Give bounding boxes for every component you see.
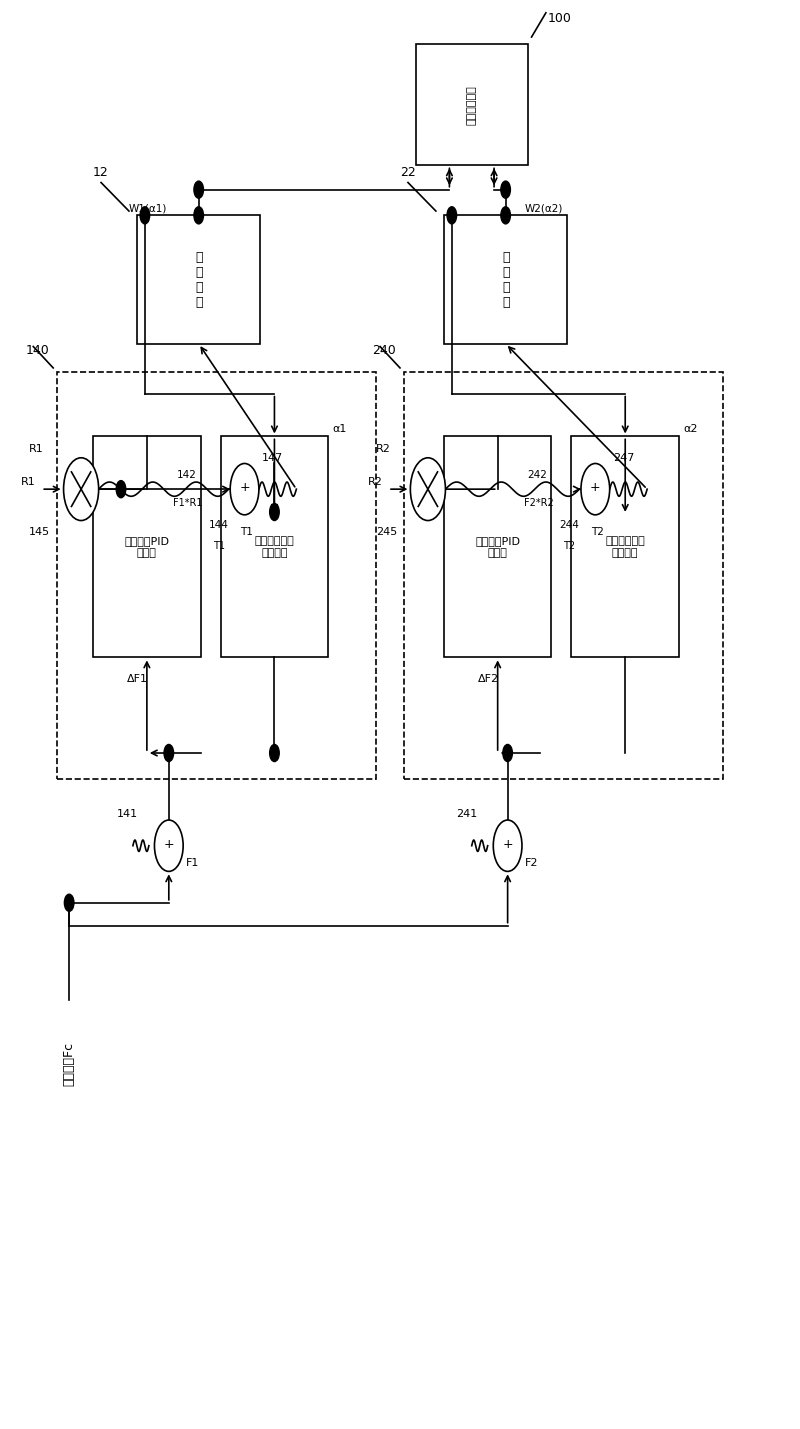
Text: 第
一
马
达: 第 一 马 达 xyxy=(195,250,202,309)
Text: 241: 241 xyxy=(456,809,477,819)
Text: 242: 242 xyxy=(527,470,547,480)
Text: 第二张力反馈
计算单元: 第二张力反馈 计算单元 xyxy=(606,536,645,557)
Text: 第
一
马
达: 第 一 马 达 xyxy=(502,250,510,309)
Text: W1(α1): W1(α1) xyxy=(129,203,167,213)
Text: T2: T2 xyxy=(563,542,575,552)
Circle shape xyxy=(194,181,203,199)
Text: R2: R2 xyxy=(376,444,391,454)
Text: T1: T1 xyxy=(213,542,225,552)
Text: 240: 240 xyxy=(372,344,396,357)
FancyBboxPatch shape xyxy=(93,436,201,657)
Text: R1: R1 xyxy=(22,477,36,487)
Text: F1*R1: F1*R1 xyxy=(173,499,202,509)
Text: 驱控机械系统: 驱控机械系统 xyxy=(466,84,477,124)
Circle shape xyxy=(410,457,446,520)
FancyBboxPatch shape xyxy=(137,216,261,344)
Text: 145: 145 xyxy=(30,527,50,537)
Circle shape xyxy=(154,820,183,872)
Circle shape xyxy=(494,820,522,872)
FancyBboxPatch shape xyxy=(571,436,679,657)
Text: +: + xyxy=(502,837,513,850)
Circle shape xyxy=(270,503,279,520)
Text: +: + xyxy=(239,482,250,494)
Text: +: + xyxy=(590,482,601,494)
Text: 244: 244 xyxy=(559,520,579,530)
Circle shape xyxy=(230,463,259,514)
Text: 第一张力PID
控制器: 第一张力PID 控制器 xyxy=(124,536,170,557)
Circle shape xyxy=(164,745,174,762)
Text: 147: 147 xyxy=(262,453,283,463)
Circle shape xyxy=(63,457,98,520)
Circle shape xyxy=(503,745,513,762)
Text: +: + xyxy=(163,837,174,850)
FancyBboxPatch shape xyxy=(416,44,527,166)
Circle shape xyxy=(447,207,457,224)
FancyBboxPatch shape xyxy=(221,436,328,657)
Text: α1: α1 xyxy=(332,424,346,434)
Text: R1: R1 xyxy=(30,444,44,454)
Text: 张力命令Fc: 张力命令Fc xyxy=(62,1042,76,1086)
Text: 第二张力PID
控制器: 第二张力PID 控制器 xyxy=(475,536,520,557)
Circle shape xyxy=(581,463,610,514)
Text: T1: T1 xyxy=(241,527,254,537)
Text: ΔF2: ΔF2 xyxy=(478,674,499,684)
FancyBboxPatch shape xyxy=(444,436,551,657)
Text: W2(α2): W2(α2) xyxy=(525,203,563,213)
Text: 140: 140 xyxy=(26,344,49,357)
Text: 第一张力反馈
计算单元: 第一张力反馈 计算单元 xyxy=(254,536,294,557)
Circle shape xyxy=(501,181,510,199)
Text: F2*R2: F2*R2 xyxy=(523,499,554,509)
Text: ΔF1: ΔF1 xyxy=(127,674,148,684)
Circle shape xyxy=(140,207,150,224)
FancyBboxPatch shape xyxy=(444,216,567,344)
Text: 12: 12 xyxy=(93,166,109,179)
Text: α2: α2 xyxy=(683,424,698,434)
Circle shape xyxy=(116,480,126,497)
Circle shape xyxy=(194,207,203,224)
Circle shape xyxy=(501,207,510,224)
Text: 144: 144 xyxy=(209,520,229,530)
Text: 22: 22 xyxy=(400,166,416,179)
Text: 141: 141 xyxy=(117,809,138,819)
Text: T2: T2 xyxy=(591,527,604,537)
Text: 100: 100 xyxy=(547,11,571,24)
Circle shape xyxy=(64,895,74,912)
Text: F1: F1 xyxy=(186,857,200,867)
Text: F2: F2 xyxy=(525,857,538,867)
Text: R2: R2 xyxy=(368,477,383,487)
Text: 245: 245 xyxy=(376,527,398,537)
Text: 142: 142 xyxy=(177,470,197,480)
Text: 247: 247 xyxy=(613,453,634,463)
Circle shape xyxy=(270,745,279,762)
